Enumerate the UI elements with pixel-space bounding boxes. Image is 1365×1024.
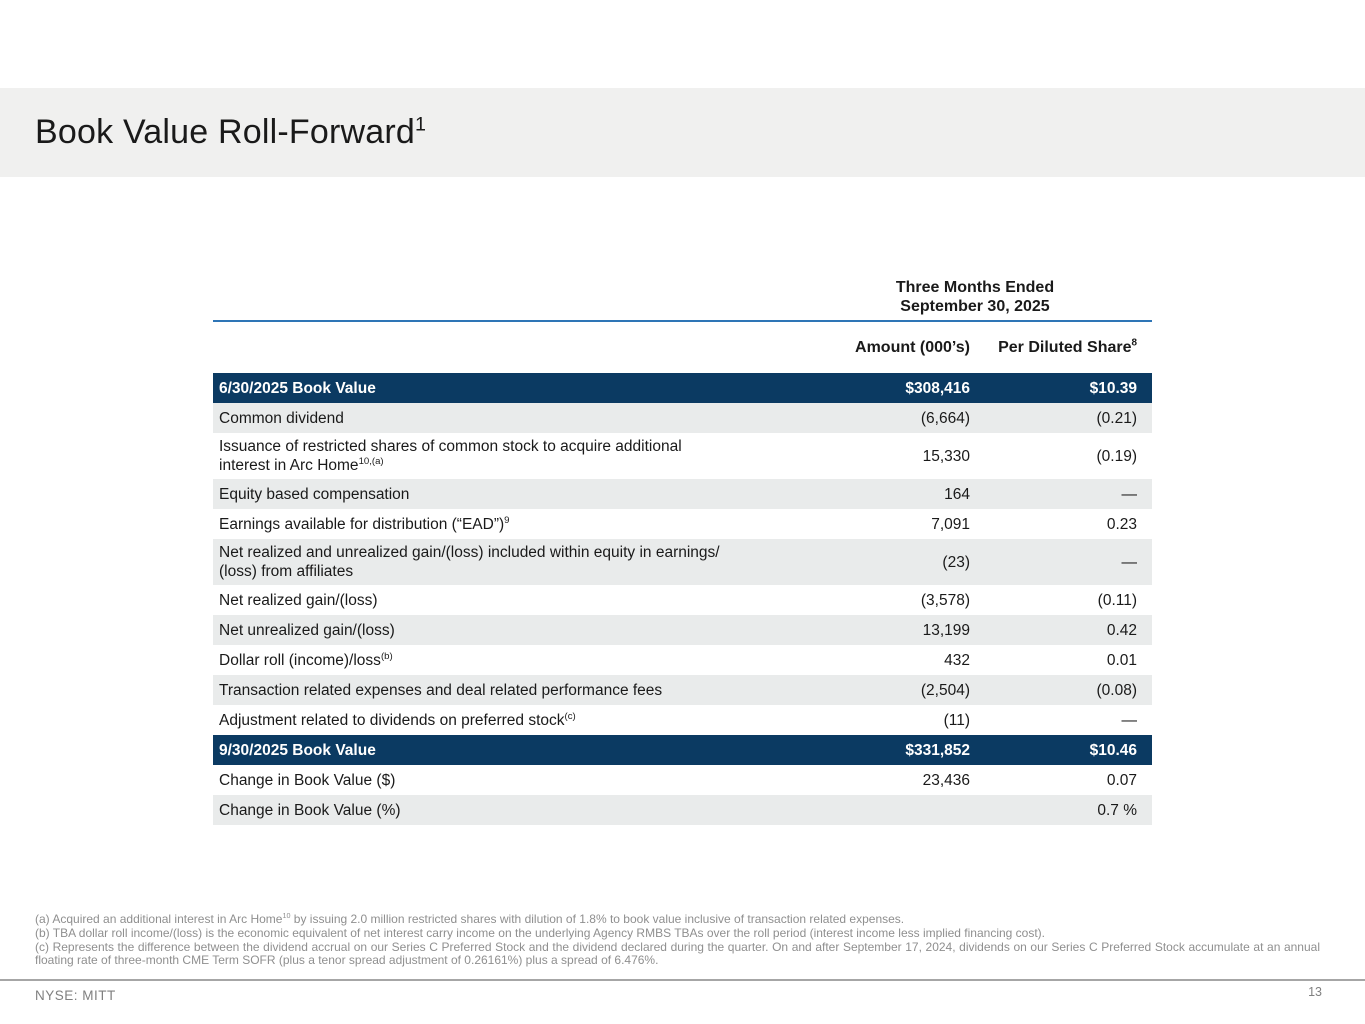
row-per-share: $10.39	[1089, 379, 1137, 397]
footnote-b: (b) TBA dollar roll income/(loss) is the…	[35, 925, 1046, 940]
table-row-issuance-restricted-shares: Issuance of restricted shares of common …	[213, 433, 1152, 479]
row-per-share: —	[1121, 711, 1138, 729]
row-label: 6/30/2025 Book Value	[219, 379, 376, 397]
column-headers: Amount (000’s) Per Diluted Share8	[213, 322, 1152, 373]
row-label: Equity based compensation	[219, 485, 410, 503]
footnotes: (a) Acquired an additional interest in A…	[35, 911, 1320, 968]
column-header-amount: Amount (000’s)	[780, 339, 970, 357]
ticker-label: NYSE: MITT	[35, 988, 116, 1003]
table-row-ending-book-value: 9/30/2025 Book Value $331,852 $10.46	[213, 735, 1152, 765]
row-label: Adjustment related to dividends on prefe…	[219, 710, 576, 729]
column-header-footnote-ref: 8	[1131, 337, 1137, 349]
row-per-share: 0.23	[1106, 515, 1137, 533]
period-header: Three Months Ended September 30, 2025	[789, 278, 1161, 316]
table-row-ead: Earnings available for distribution (“EA…	[213, 509, 1152, 539]
footer-divider	[0, 979, 1365, 981]
row-label: Dollar roll (income)/loss(b)	[219, 650, 393, 669]
table-row-change-in-book-value-dollars: Change in Book Value ($) 23,436 0.07	[213, 765, 1152, 795]
row-amount	[780, 806, 970, 814]
row-label: Transaction related expenses and deal re…	[219, 681, 663, 699]
table-row-equity-earnings-affiliates: Net realized and unrealized gain/(loss) …	[213, 539, 1152, 585]
row-per-share: (0.21)	[1096, 409, 1138, 427]
row-per-share: (0.08)	[1096, 681, 1138, 699]
column-header-amount-text: Amount (000’s)	[855, 338, 970, 356]
row-label: Issuance of restricted shares of common …	[219, 438, 682, 474]
period-line1: Three Months Ended	[895, 279, 1055, 296]
row-per-share: 0.07	[1106, 771, 1137, 789]
column-header-per-share: Per Diluted Share8	[970, 337, 1152, 357]
footnote-c: (c) Represents the difference between th…	[35, 939, 1320, 968]
row-per-share: (0.19)	[1096, 447, 1138, 465]
table-row-dollar-roll: Dollar roll (income)/loss(b) 432 0.01	[213, 645, 1152, 675]
row-amount: $308,416	[905, 379, 970, 397]
title-banner: Book Value Roll-Forward1	[0, 88, 1365, 177]
row-label: Change in Book Value ($)	[219, 771, 396, 789]
row-label: Common dividend	[219, 409, 344, 427]
table-row-common-dividend: Common dividend (6,664) (0.21)	[213, 403, 1152, 433]
row-amount: 164	[944, 485, 970, 503]
row-label: Earnings available for distribution (“EA…	[219, 514, 510, 533]
period-line2: September 30, 2025	[900, 298, 1050, 315]
row-label: Net realized and unrealized gain/(loss) …	[219, 544, 720, 580]
table-row-transaction-expenses: Transaction related expenses and deal re…	[213, 675, 1152, 705]
table-row-beginning-book-value: 6/30/2025 Book Value $308,416 $10.39	[213, 373, 1152, 403]
row-amount: (3,578)	[920, 591, 970, 609]
row-amount: 15,330	[922, 447, 970, 465]
column-header-per-share-text: Per Diluted Share	[998, 338, 1132, 356]
row-amount: 7,091	[931, 515, 970, 533]
row-per-share: 0.42	[1106, 621, 1137, 639]
table-row-preferred-dividend-adjustment: Adjustment related to dividends on prefe…	[213, 705, 1152, 735]
row-per-share: 0.7 %	[1097, 801, 1137, 819]
row-label: Net realized gain/(loss)	[219, 591, 378, 609]
row-amount: (23)	[942, 553, 970, 571]
row-amount: 23,436	[922, 771, 970, 789]
page-title-footnote-ref: 1	[415, 113, 427, 136]
book-value-roll-forward-table: Three Months Ended September 30, 2025 Am…	[213, 278, 1152, 825]
row-per-share: (0.11)	[1097, 591, 1137, 609]
row-per-share: —	[1121, 485, 1138, 503]
row-amount: (6,664)	[920, 409, 970, 427]
table-row-equity-based-compensation: Equity based compensation 164 —	[213, 479, 1152, 509]
row-label: 9/30/2025 Book Value	[219, 741, 376, 759]
table-row-change-in-book-value-percent: Change in Book Value (%) 0.7 %	[213, 795, 1152, 825]
row-amount: 13,199	[922, 621, 970, 639]
row-per-share: 0.01	[1106, 651, 1137, 669]
page-title-text: Book Value Roll-Forward	[35, 113, 416, 151]
table-row-net-unrealized-gain-loss: Net unrealized gain/(loss) 13,199 0.42	[213, 615, 1152, 645]
row-amount: (2,504)	[920, 681, 970, 699]
table-row-net-realized-gain-loss: Net realized gain/(loss) (3,578) (0.11)	[213, 585, 1152, 615]
row-amount: 432	[944, 651, 970, 669]
row-amount: $331,852	[905, 741, 970, 759]
header-rule	[213, 320, 1152, 322]
page-title: Book Value Roll-Forward1	[35, 113, 426, 152]
row-label: Change in Book Value (%)	[219, 801, 401, 819]
row-per-share: $10.46	[1089, 741, 1137, 759]
page-number: 13	[1308, 985, 1322, 999]
row-label: Net unrealized gain/(loss)	[219, 621, 395, 639]
footnote-a: (a) Acquired an additional interest in A…	[35, 911, 905, 926]
row-per-share: —	[1121, 553, 1138, 571]
row-amount: (11)	[943, 711, 970, 729]
